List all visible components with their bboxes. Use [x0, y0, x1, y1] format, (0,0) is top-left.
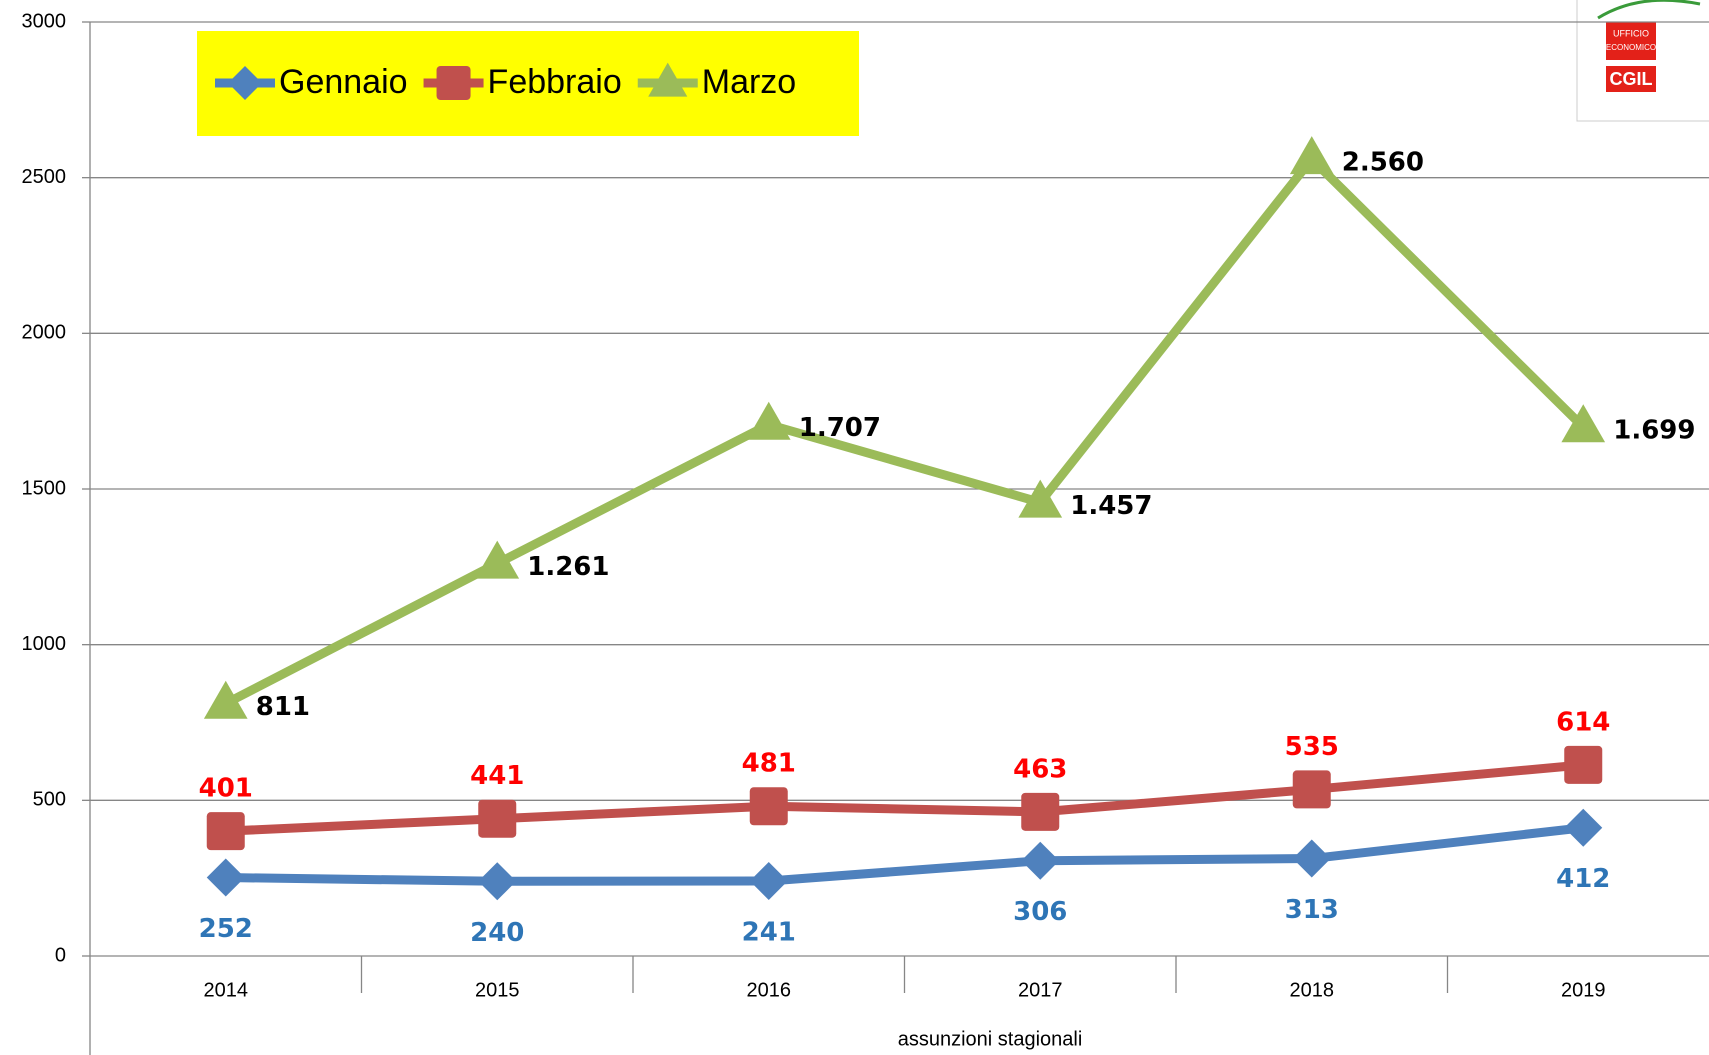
data-label: 811 — [256, 692, 310, 722]
marker — [228, 66, 262, 100]
y-tick-label: 3000 — [22, 10, 67, 32]
y-tick-label: 1500 — [22, 477, 67, 499]
y-tick-label: 2000 — [22, 322, 67, 344]
x-tick-label: 2015 — [475, 979, 520, 1001]
data-label: 481 — [742, 749, 796, 779]
logo-text: CGIL — [1610, 69, 1653, 89]
data-label: 614 — [1556, 707, 1610, 737]
logo: UFFICIO ECONOMICO CGIL — [1576, 0, 1709, 122]
data-label: 313 — [1285, 895, 1339, 925]
y-tick-label: 1000 — [22, 633, 67, 655]
data-label: 252 — [199, 914, 253, 944]
y-tick-label: 500 — [33, 789, 66, 811]
marker — [648, 62, 688, 97]
data-label: 463 — [1013, 754, 1067, 784]
logo-text: ECONOMICO — [1606, 43, 1656, 52]
logo-red — [1606, 22, 1656, 60]
data-label: 241 — [742, 917, 796, 947]
marker — [206, 858, 245, 897]
x-tick-label: 2016 — [747, 979, 792, 1001]
marker — [1289, 136, 1334, 175]
marker — [749, 861, 788, 900]
logo-box — [1576, 0, 1709, 122]
marker — [1561, 404, 1606, 443]
logo-swoosh — [1597, 0, 1701, 20]
marker — [475, 540, 520, 579]
legend-label: Febbraio — [488, 63, 622, 101]
legend: Gennaio Febbraio Marzo — [197, 31, 859, 136]
marker — [478, 862, 517, 901]
data-label: 2.560 — [1342, 147, 1424, 177]
data-label: 535 — [1285, 732, 1339, 762]
legend-label: Gennaio — [279, 63, 408, 101]
marker — [1292, 839, 1331, 878]
data-label: 1.707 — [799, 413, 881, 443]
x-tick-label: 2019 — [1561, 979, 1606, 1001]
data-label: 401 — [199, 774, 253, 804]
logo-text: UFFICIO — [1613, 28, 1649, 38]
marker — [203, 680, 248, 719]
marker — [478, 799, 517, 838]
x-tick-label: 2017 — [1018, 979, 1063, 1001]
legend-box — [197, 31, 859, 136]
series-line — [225, 823, 1584, 886]
marker — [746, 401, 791, 440]
marker — [1292, 770, 1331, 809]
marker — [1021, 792, 1060, 831]
marker — [1021, 841, 1060, 880]
data-label: 1.261 — [527, 552, 609, 582]
series-line — [223, 154, 1587, 708]
marker — [1564, 745, 1603, 784]
data-label: 441 — [470, 761, 524, 791]
series-line — [225, 760, 1584, 836]
marker — [1018, 479, 1063, 518]
data-label: 240 — [470, 918, 524, 948]
marker — [749, 787, 788, 826]
x-tick-label: 2018 — [1290, 979, 1335, 1001]
marker — [206, 812, 245, 851]
marker — [436, 66, 471, 100]
y-tick-label: 2500 — [22, 166, 67, 188]
y-tick-label: 0 — [55, 944, 66, 966]
x-tick-label: 2014 — [204, 979, 249, 1001]
data-label: 412 — [1556, 864, 1610, 894]
data-label: 1.699 — [1613, 416, 1695, 446]
legend-label: Marzo — [702, 63, 796, 101]
x-axis-label: assunzioni stagionali — [898, 1028, 1083, 1050]
logo-red — [1606, 66, 1656, 92]
data-label: 306 — [1013, 897, 1067, 927]
marker — [1564, 808, 1603, 847]
data-label: 1.457 — [1070, 491, 1152, 521]
